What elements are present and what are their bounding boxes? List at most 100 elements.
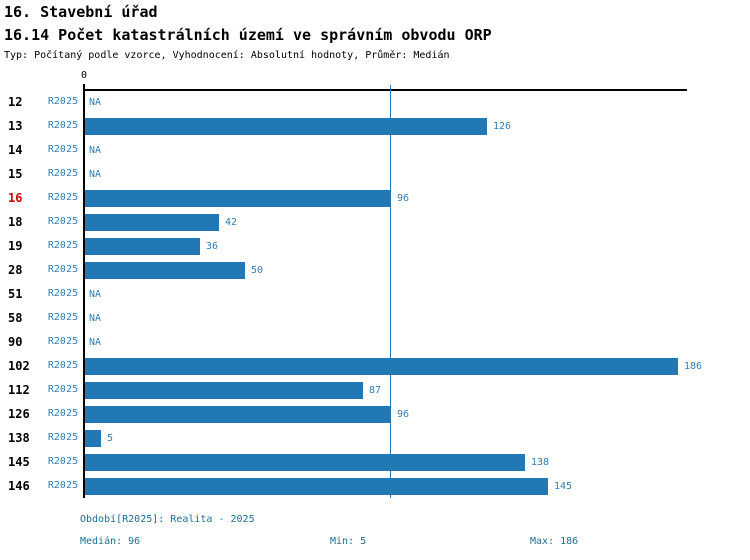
row-category-label: 15 bbox=[8, 167, 23, 181]
row-category-label: 13 bbox=[8, 119, 23, 133]
chart-row: 19 R2025 36 bbox=[0, 234, 750, 258]
row-bar-area: 5 bbox=[85, 426, 113, 450]
row-category-label: 18 bbox=[8, 215, 23, 229]
bar-value-label: NA bbox=[89, 288, 102, 300]
chart-row: 138 R2025 5 bbox=[0, 426, 750, 450]
row-bar-area: NA bbox=[85, 138, 101, 162]
chart-row: 58 R2025 NA bbox=[0, 306, 750, 330]
x-axis-zero-label: 0 bbox=[80, 70, 88, 81]
row-series-label: R2025 bbox=[47, 240, 78, 251]
bar-value-label: NA bbox=[89, 168, 102, 180]
chart-row: 90 R2025 NA bbox=[0, 330, 750, 354]
row-category-label: 16 bbox=[8, 191, 23, 205]
footer-median: Medián: 96 bbox=[80, 536, 141, 547]
chart-row: 16 R2025 96 bbox=[0, 186, 750, 210]
bar-value-label: NA bbox=[89, 96, 102, 108]
chart-subtitle: 16.14 Počet katastrálních území ve správ… bbox=[4, 26, 492, 44]
chart-row: 112 R2025 87 bbox=[0, 378, 750, 402]
bar-value-label: 186 bbox=[684, 360, 703, 372]
chart-row: 18 R2025 42 bbox=[0, 210, 750, 234]
chart-row: 15 R2025 NA bbox=[0, 162, 750, 186]
chart-meta-line: Typ: Počítaný podle vzorce, Vyhodnocení:… bbox=[4, 50, 450, 61]
row-series-label: R2025 bbox=[47, 312, 78, 323]
bar bbox=[85, 405, 391, 423]
bar-value-label: 87 bbox=[369, 384, 382, 396]
chart-row: 13 R2025 126 bbox=[0, 114, 750, 138]
row-category-label: 90 bbox=[8, 335, 23, 349]
row-series-label: R2025 bbox=[47, 360, 78, 371]
row-bar-area: 42 bbox=[85, 210, 237, 234]
bar-value-label: 96 bbox=[397, 192, 410, 204]
bar-value-label: 96 bbox=[397, 408, 410, 420]
row-series-label: R2025 bbox=[47, 120, 78, 131]
bar-value-label: 42 bbox=[225, 216, 238, 228]
bar bbox=[85, 213, 219, 231]
chart-row: 126 R2025 96 bbox=[0, 402, 750, 426]
bar bbox=[85, 381, 363, 399]
row-bar-area: 138 bbox=[85, 450, 549, 474]
row-bar-area: NA bbox=[85, 306, 101, 330]
chart-row: 14 R2025 NA bbox=[0, 138, 750, 162]
bar bbox=[85, 477, 548, 495]
chart-row: 28 R2025 50 bbox=[0, 258, 750, 282]
footer-min: Min: 5 bbox=[330, 536, 367, 547]
chart-row: 145 R2025 138 bbox=[0, 450, 750, 474]
bar-value-label: 5 bbox=[107, 432, 114, 444]
row-series-label: R2025 bbox=[47, 168, 78, 179]
row-category-label: 138 bbox=[8, 431, 30, 445]
row-series-label: R2025 bbox=[47, 144, 78, 155]
chart-row: 146 R2025 145 bbox=[0, 474, 750, 498]
chart-row: 51 R2025 NA bbox=[0, 282, 750, 306]
row-series-label: R2025 bbox=[47, 480, 78, 491]
row-bar-area: 87 bbox=[85, 378, 381, 402]
row-bar-area: 186 bbox=[85, 354, 702, 378]
bar bbox=[85, 453, 525, 471]
row-category-label: 28 bbox=[8, 263, 23, 277]
row-bar-area: 36 bbox=[85, 234, 218, 258]
row-bar-area: 126 bbox=[85, 114, 511, 138]
row-category-label: 51 bbox=[8, 287, 23, 301]
row-series-label: R2025 bbox=[47, 216, 78, 227]
row-category-label: 112 bbox=[8, 383, 30, 397]
row-series-label: R2025 bbox=[47, 408, 78, 419]
row-bar-area: NA bbox=[85, 162, 101, 186]
row-category-label: 58 bbox=[8, 311, 23, 325]
row-series-label: R2025 bbox=[47, 456, 78, 467]
row-category-label: 14 bbox=[8, 143, 23, 157]
row-bar-area: NA bbox=[85, 282, 101, 306]
row-category-label: 126 bbox=[8, 407, 30, 421]
bar bbox=[85, 357, 678, 375]
footer-period: Období[R2025]: Realita - 2025 bbox=[80, 514, 255, 525]
row-category-label: 12 bbox=[8, 95, 23, 109]
bar bbox=[85, 189, 391, 207]
row-series-label: R2025 bbox=[47, 192, 78, 203]
bar-value-label: 36 bbox=[206, 240, 219, 252]
row-series-label: R2025 bbox=[47, 384, 78, 395]
bar-value-label: 138 bbox=[531, 456, 550, 468]
row-series-label: R2025 bbox=[47, 264, 78, 275]
row-series-label: R2025 bbox=[47, 96, 78, 107]
row-category-label: 145 bbox=[8, 455, 30, 469]
chart-rows: 12 R2025 NA 13 R2025 126 14 R2025 NA 15 … bbox=[0, 90, 750, 498]
bar-value-label: 145 bbox=[554, 480, 573, 492]
bar bbox=[85, 261, 245, 279]
bar-value-label: NA bbox=[89, 312, 102, 324]
row-bar-area: 145 bbox=[85, 474, 572, 498]
bar bbox=[85, 117, 487, 135]
row-series-label: R2025 bbox=[47, 288, 78, 299]
row-bar-area: NA bbox=[85, 330, 101, 354]
row-category-label: 146 bbox=[8, 479, 30, 493]
row-bar-area: 50 bbox=[85, 258, 263, 282]
chart-row: 12 R2025 NA bbox=[0, 90, 750, 114]
row-bar-area: NA bbox=[85, 90, 101, 114]
row-bar-area: 96 bbox=[85, 402, 409, 426]
median-line bbox=[390, 85, 391, 498]
bar-value-label: NA bbox=[89, 144, 102, 156]
row-bar-area: 96 bbox=[85, 186, 409, 210]
chart-row: 102 R2025 186 bbox=[0, 354, 750, 378]
bar-value-label: 126 bbox=[493, 120, 512, 132]
bar bbox=[85, 429, 101, 447]
row-series-label: R2025 bbox=[47, 336, 78, 347]
footer-max: Max: 186 bbox=[530, 536, 579, 547]
x-axis-line bbox=[84, 89, 687, 91]
